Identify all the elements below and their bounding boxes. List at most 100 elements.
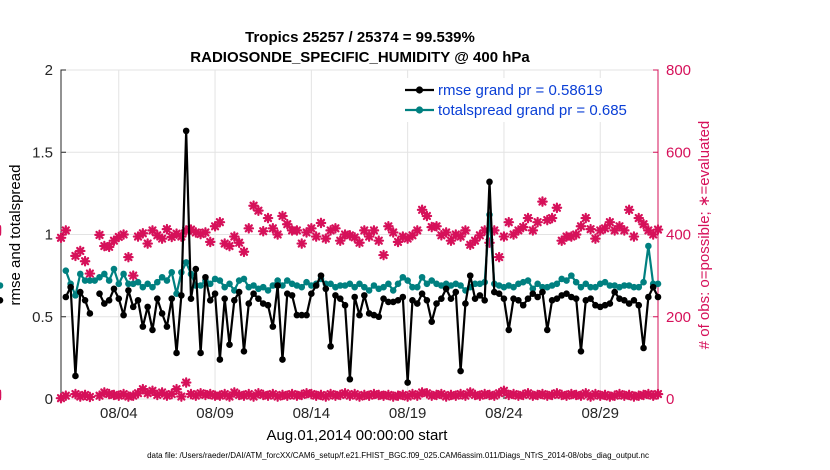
obs-marker-stroke <box>442 228 451 237</box>
right-tick-label: 400 <box>666 227 691 244</box>
obs-possible-point <box>84 391 96 403</box>
rmse-point <box>235 288 243 296</box>
totalspread-point <box>110 265 118 273</box>
left-tick-label: 0 <box>45 391 53 408</box>
rmse-point <box>120 311 127 319</box>
obs-marker-stroke <box>653 225 663 234</box>
totalspread-point <box>0 282 4 289</box>
obs-evaluated-point <box>628 231 640 242</box>
obs-marker-stroke <box>162 225 172 234</box>
obs-marker-stroke <box>215 218 225 227</box>
rmse-point <box>173 349 180 357</box>
obs-evaluated-point <box>354 237 365 249</box>
rmse-point <box>409 297 416 304</box>
rmse-point <box>0 297 4 304</box>
rmse-point <box>250 290 257 298</box>
totalspread-point <box>216 277 224 284</box>
obs-evaluated-point <box>532 216 543 228</box>
obs-evaluated-point <box>229 231 240 242</box>
obs-marker-stroke <box>422 389 432 398</box>
obs-marker-stroke <box>312 232 321 241</box>
right-y-axis: 0 200 400 600 800 <box>653 62 691 408</box>
obs-evaluated-point <box>527 225 539 236</box>
obs-evaluated-point <box>233 237 245 249</box>
rmse-point <box>192 265 200 273</box>
totalspread-point <box>264 287 272 294</box>
rmse-point <box>110 285 118 293</box>
obs-evaluated-point <box>580 212 592 224</box>
totalspread-point <box>572 278 580 286</box>
obs-evaluated-point <box>633 212 645 224</box>
obs-marker-stroke <box>71 389 80 399</box>
rmse-point <box>649 283 657 291</box>
obs-marker-stroke <box>307 224 316 233</box>
obs-marker-stroke <box>148 226 157 235</box>
obs-marker-stroke <box>268 389 277 399</box>
rmse-point <box>606 300 614 307</box>
obs-evaluated-point <box>464 239 476 251</box>
obs-marker-stroke <box>61 391 70 400</box>
obs-marker-stroke <box>336 236 345 245</box>
totalspread-point <box>96 273 103 281</box>
obs-possible-point <box>176 391 187 402</box>
obs-evaluated-point <box>272 229 283 240</box>
rmse-point <box>587 295 594 302</box>
rmse-point <box>81 297 89 304</box>
rmse-point <box>476 292 484 299</box>
obs-evaluated-point <box>142 238 153 249</box>
obs-evaluated-point <box>604 216 616 228</box>
legend: rmse grand pr = 0.58619 totalspread gran… <box>403 78 651 122</box>
obs-marker-stroke <box>494 252 504 262</box>
legend-box <box>403 78 651 122</box>
rmse-point <box>645 293 652 301</box>
rmse-point <box>62 293 70 301</box>
obs-marker-stroke <box>331 224 340 233</box>
totalspread-point <box>635 283 643 291</box>
totalspread-point <box>149 283 156 291</box>
data-file-footer: data file: /Users/raeder/DAI/ATM_forcXX/… <box>147 451 649 460</box>
obs-evaluated-point <box>411 225 423 236</box>
obs-evaluated-point <box>277 210 288 222</box>
totalspread-point <box>279 282 286 289</box>
rmse-point <box>505 326 513 334</box>
left-tick-label: 1.5 <box>32 144 53 161</box>
obs-marker-stroke <box>143 239 152 248</box>
totalspread-point <box>163 277 171 284</box>
right-tick-label: 0 <box>666 391 674 408</box>
totalspread-point <box>139 283 147 291</box>
obs-evaluated-point <box>623 204 635 216</box>
totalspread-point <box>577 283 585 291</box>
totalspread-point <box>76 270 84 278</box>
totalspread-point <box>654 280 662 288</box>
rmse-point <box>433 300 440 307</box>
x-tick-label: 08/14 <box>293 405 331 422</box>
rmse-point <box>255 295 262 302</box>
rmse-point <box>572 295 580 302</box>
obs-marker-stroke <box>538 197 547 206</box>
totalspread-point <box>226 280 233 288</box>
rmse-point <box>312 282 320 289</box>
obs-marker-stroke <box>629 232 639 241</box>
obs-marker-stroke <box>138 385 147 394</box>
totalspread-point <box>101 270 108 278</box>
rmse-point <box>105 297 113 304</box>
obs-marker-stroke <box>350 233 359 242</box>
totalspread-point <box>158 273 166 281</box>
totalspread-point <box>568 272 575 279</box>
obs-marker-stroke <box>297 239 306 248</box>
rmse-point <box>298 311 306 319</box>
rmse-point <box>577 347 585 355</box>
obs-evaluated-point <box>368 225 380 236</box>
obs-marker-stroke <box>422 211 432 221</box>
obs-marker-stroke <box>172 229 181 238</box>
totalspread-point <box>62 267 70 274</box>
obs-marker-stroke <box>235 238 244 247</box>
totalspread-point <box>105 277 113 284</box>
obs-marker-stroke <box>634 213 643 223</box>
rmse-point <box>524 295 532 302</box>
rmse-point <box>519 301 527 309</box>
obs-marker-stroke <box>283 220 292 229</box>
left-tick-label: 0.5 <box>32 309 53 326</box>
obs-evaluated-point <box>123 251 134 263</box>
